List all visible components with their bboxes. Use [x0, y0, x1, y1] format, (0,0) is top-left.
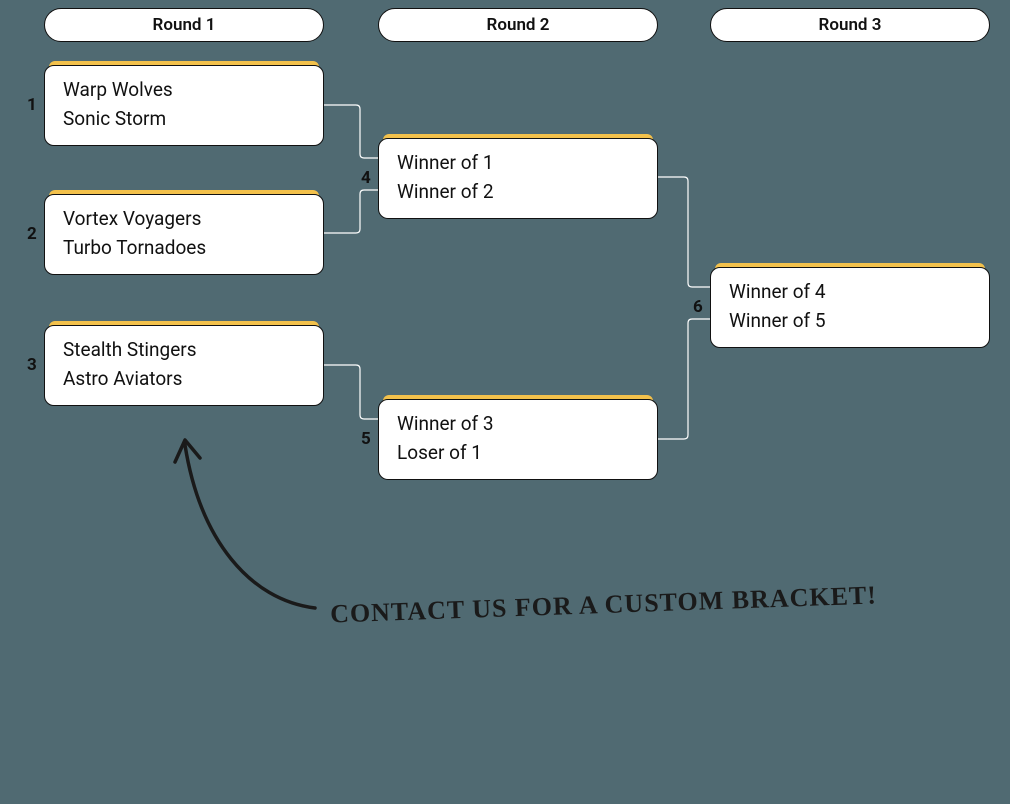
callout-arrow-icon [0, 0, 1010, 804]
